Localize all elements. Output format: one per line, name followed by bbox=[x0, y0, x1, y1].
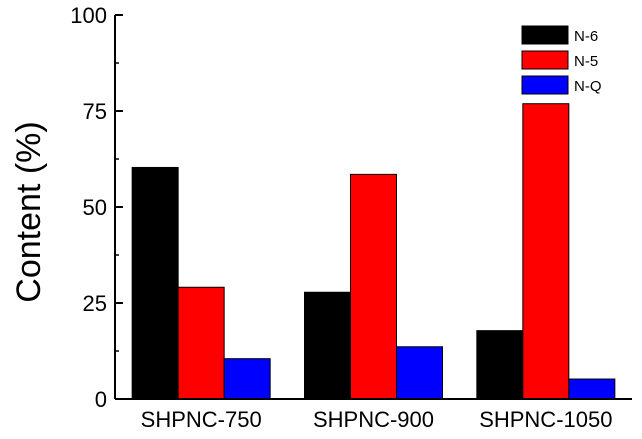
axes-group: SHPNC-750 SHPNC-900 SHPNC-1050 0 25 50 75 100 bbox=[70, 3, 632, 432]
bar-n-6-shpnc-900 bbox=[304, 291, 351, 400]
y-tick-label: 50 bbox=[83, 195, 107, 220]
x-tick-label: SHPNC-750 bbox=[141, 407, 262, 432]
bar-n-6-shpnc-1050 bbox=[476, 330, 524, 400]
bar-n-q-shpnc-900 bbox=[396, 346, 443, 400]
legend-label-n-q: N-Q bbox=[574, 78, 602, 95]
y-tick-label: 75 bbox=[83, 99, 107, 124]
legend-label-n-6: N-6 bbox=[574, 28, 598, 45]
legend-label-n-5: N-5 bbox=[574, 53, 598, 70]
y-tick-label: 25 bbox=[83, 291, 107, 316]
bar-n-5-shpnc-1050 bbox=[522, 103, 570, 400]
legend-swatch-n-5 bbox=[521, 50, 569, 70]
y-axis-label: Content (%) bbox=[10, 121, 48, 302]
bar-n-q-shpnc-1050 bbox=[568, 378, 616, 400]
bar-n-5-shpnc-750 bbox=[177, 286, 225, 400]
bar-n-5-shpnc-900 bbox=[350, 173, 397, 400]
x-tick-label: SHPNC-900 bbox=[313, 407, 434, 432]
y-tick-label: 0 bbox=[95, 387, 107, 412]
legend-swatch-n-6 bbox=[521, 25, 569, 45]
x-tick-label: SHPNC-1050 bbox=[479, 407, 612, 432]
bar-n-6-shpnc-750 bbox=[131, 166, 179, 400]
bars-group bbox=[131, 103, 616, 400]
y-tick-label: 100 bbox=[70, 3, 107, 28]
legend: N-6 N-5 N-Q bbox=[521, 25, 602, 95]
bar-n-q-shpnc-750 bbox=[223, 358, 271, 400]
legend-swatch-n-q bbox=[521, 75, 569, 95]
